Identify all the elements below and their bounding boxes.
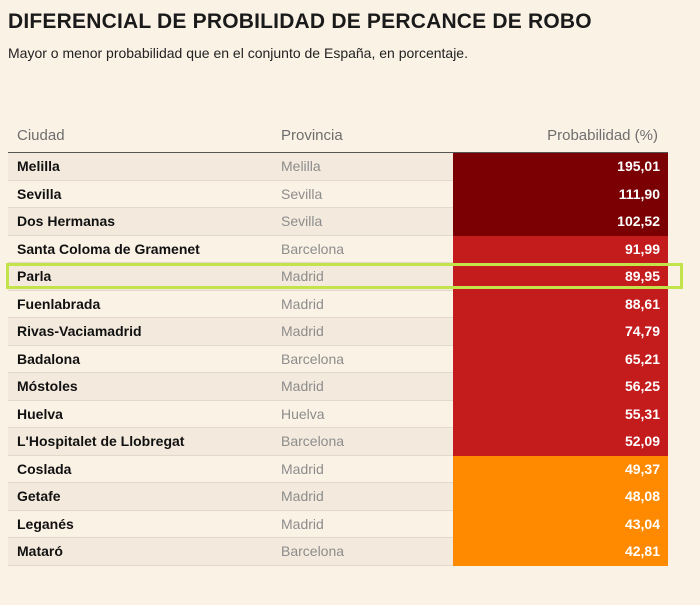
cell-province: Madrid	[281, 515, 324, 532]
cell-probability-bar: 42,81	[453, 538, 668, 566]
cell-city: Móstoles	[17, 378, 78, 394]
cell-probability-bar: 52,09	[453, 428, 668, 456]
table-row: Huelva Huelva 55,31	[8, 400, 668, 428]
cell-city: Huelva	[17, 405, 63, 422]
cell-probability-bar: 55,31	[453, 400, 668, 428]
column-header-city[interactable]: Ciudad	[17, 127, 65, 144]
cell-city: Rivas-Vaciamadrid	[17, 323, 142, 339]
cell-city: Fuenlabrada	[17, 295, 101, 312]
table-row: Fuenlabrada Madrid 88,61	[8, 290, 668, 318]
cell-province: Melilla	[281, 158, 321, 174]
cell-probability-bar: 89,95	[453, 263, 668, 291]
table-row: Dos Hermanas Sevilla 102,52	[8, 208, 668, 236]
cell-city: Leganés	[17, 515, 74, 532]
cell-probability-bar: 88,61	[453, 290, 668, 318]
table-header: Ciudad Provincia Probabilidad (%)	[8, 125, 668, 153]
cell-province: Barcelona	[281, 543, 345, 559]
column-header-probability[interactable]: Probabilidad (%)	[547, 127, 658, 144]
table-row: Badalona Barcelona 65,21	[8, 345, 668, 373]
cell-province: Huelva	[281, 405, 325, 422]
cell-city: Badalona	[17, 350, 81, 367]
cell-city: Melilla	[17, 158, 60, 174]
cell-province: Madrid	[281, 323, 324, 339]
cell-city: Getafe	[17, 488, 61, 504]
table-row: Melilla Melilla 195,01	[8, 153, 668, 181]
cell-province: Madrid	[281, 268, 324, 284]
cell-province: Madrid	[281, 295, 324, 312]
cell-city: Sevilla	[17, 185, 62, 202]
cell-probability-bar: 111,90	[453, 180, 668, 208]
cell-province: Madrid	[281, 378, 324, 394]
cell-city: L'Hospitalet de Llobregat	[17, 433, 185, 449]
table-row: Coslada Madrid 49,37	[8, 455, 668, 483]
cell-province: Madrid	[281, 460, 324, 477]
cell-province: Barcelona	[281, 350, 345, 367]
cell-probability-bar: 56,25	[453, 373, 668, 401]
cell-city: Mataró	[17, 543, 63, 559]
cell-province: Sevilla	[281, 213, 323, 229]
cell-probability-bar: 43,04	[453, 510, 668, 538]
chart-subtitle: Mayor o menor probabilidad que en el con…	[8, 45, 468, 61]
cell-probability-bar: 74,79	[453, 318, 668, 346]
cell-province: Sevilla	[281, 185, 323, 202]
table-row: Sevilla Sevilla 111,90	[8, 180, 668, 208]
cell-probability-bar: 102,52	[453, 208, 668, 236]
table-row: Móstoles Madrid 56,25	[8, 373, 668, 401]
cell-probability-bar: 48,08	[453, 483, 668, 511]
cell-province: Barcelona	[281, 433, 345, 449]
table-row: Mataró Barcelona 42,81	[8, 538, 668, 566]
cell-city: Santa Coloma de Gramenet	[17, 240, 200, 257]
table-row: Santa Coloma de Gramenet Barcelona 91,99	[8, 235, 668, 263]
cell-probability-bar: 65,21	[453, 345, 668, 373]
table-row: Leganés Madrid 43,04	[8, 510, 668, 538]
table-body: Melilla Melilla 195,01 Sevilla Sevilla 111,90…	[8, 153, 668, 566]
table-row: L'Hospitalet de Llobregat Barcelona 52,09	[8, 428, 668, 456]
cell-city: Coslada	[17, 460, 72, 477]
cell-province: Madrid	[281, 488, 324, 504]
table-row: Rivas-Vaciamadrid Madrid 74,79	[8, 318, 668, 346]
cell-probability-bar: 49,37	[453, 455, 668, 483]
cell-province: Barcelona	[281, 240, 345, 257]
cell-probability-bar: 195,01	[453, 153, 668, 181]
table-row: Parla Madrid 89,95	[8, 263, 668, 291]
cell-city: Dos Hermanas	[17, 213, 116, 229]
column-header-province[interactable]: Provincia	[281, 127, 343, 144]
cell-city: Parla	[17, 268, 52, 284]
chart-title: DIFERENCIAL DE PROBILIDAD DE PERCANCE DE…	[8, 10, 592, 33]
cell-probability-bar: 91,99	[453, 235, 668, 263]
table-row: Getafe Madrid 48,08	[8, 483, 668, 511]
